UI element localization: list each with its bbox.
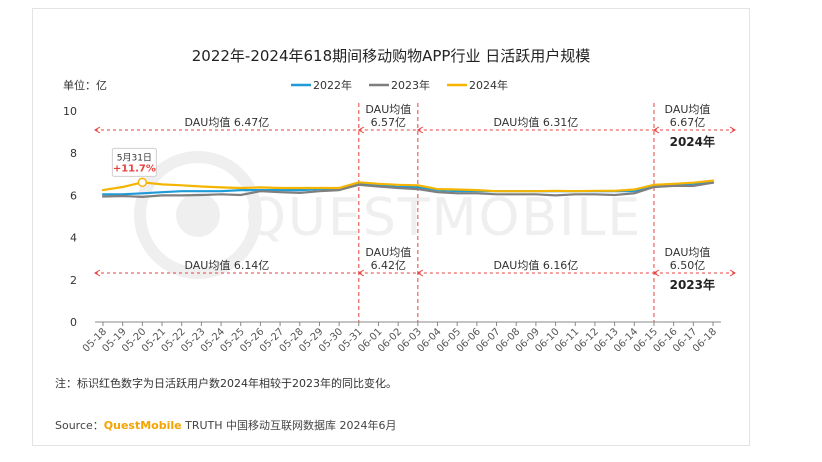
top-arrow-head-left [652,126,660,134]
top-period-label: DAU均值 [365,103,411,116]
bottom-period-label: DAU均值 [365,246,411,259]
source-line: Source：QuestMobile TRUTH 中国移动互联网数据库 2024… [55,418,397,432]
series-line-2024年 [101,179,715,193]
callout-box [111,147,157,177]
top-year-tag: 2024年 [670,134,715,149]
y-tick-label: 6 [70,189,77,202]
top-arrow-head-left [357,126,365,134]
legend: 2022年 2023年 2024年 [291,78,508,92]
y-axis: 0 2 4 6 8 10 [63,105,77,329]
source-brand: QuestMobile [104,419,182,432]
legend-label: 2024年 [469,78,508,92]
callout-date: 5月31日 [117,152,152,163]
y-tick-label: 0 [70,316,77,329]
source-rest: TRUTH 中国移动互联网数据库 2024年6月 [182,418,397,432]
top-period-label: DAU均值 [665,103,711,116]
series-lines [101,179,715,198]
source-prefix: Source： [55,419,104,432]
legend-label: 2022年 [313,78,352,92]
chart-canvas: QUESTMOBILE 2022年-2024年618期间移动购物APP行业 日活… [55,47,736,432]
callout-marker [137,177,148,188]
bottom-period-label: DAU均值 6.14亿 [184,259,269,272]
watermark-text: QUESTMOBILE [245,188,642,248]
y-tick-label: 2 [70,274,77,287]
chart-title: 2022年-2024年618期间移动购物APP行业 日活跃用户规模 [192,47,591,65]
bottom-period-value: 6.42亿 [371,259,407,272]
chart-card: QUESTMOBILE 2022年-2024年618期间移动购物APP行业 日活… [32,8,750,446]
bottom-arrow-head-left [652,269,660,277]
footnote: 注：标识红色数字为日活跃用户数2024年相较于2023年的同比变化。 [55,376,397,390]
series-line-2023年 [101,181,715,198]
x-axis: 05-1805-1905-2005-2105-2205-2305-2405-25… [81,321,721,355]
callout: 5月31日+11.7% [111,147,157,188]
y-tick-label: 4 [70,232,77,245]
top-arrow-head-left [416,126,424,134]
bottom-period-label: DAU均值 [665,246,711,259]
callout-change: +11.7% [113,163,156,174]
top-period-label: DAU均值 6.47亿 [184,116,269,129]
top-period-label: DAU均值 6.31亿 [493,116,578,129]
top-period-value: 6.67亿 [670,116,706,129]
y-tick-label: 10 [63,105,77,118]
top-arrow-head-left [94,126,101,134]
bottom-arrow-head-left [357,269,365,277]
top-period-value: 6.57亿 [371,116,407,129]
top-arrow-head-right [729,126,736,134]
bottom-year-tag: 2023年 [670,277,715,292]
bottom-arrow-head-left [94,269,101,277]
bottom-arrow-head-right [729,269,736,277]
bottom-period-label: DAU均值 6.16亿 [493,259,578,272]
unit-label: 单位：亿 [63,78,107,92]
bottom-arrow-head-left [416,269,424,277]
bottom-period-value: 6.50亿 [670,259,706,272]
y-tick-label: 8 [70,147,77,160]
legend-label: 2023年 [391,78,430,92]
